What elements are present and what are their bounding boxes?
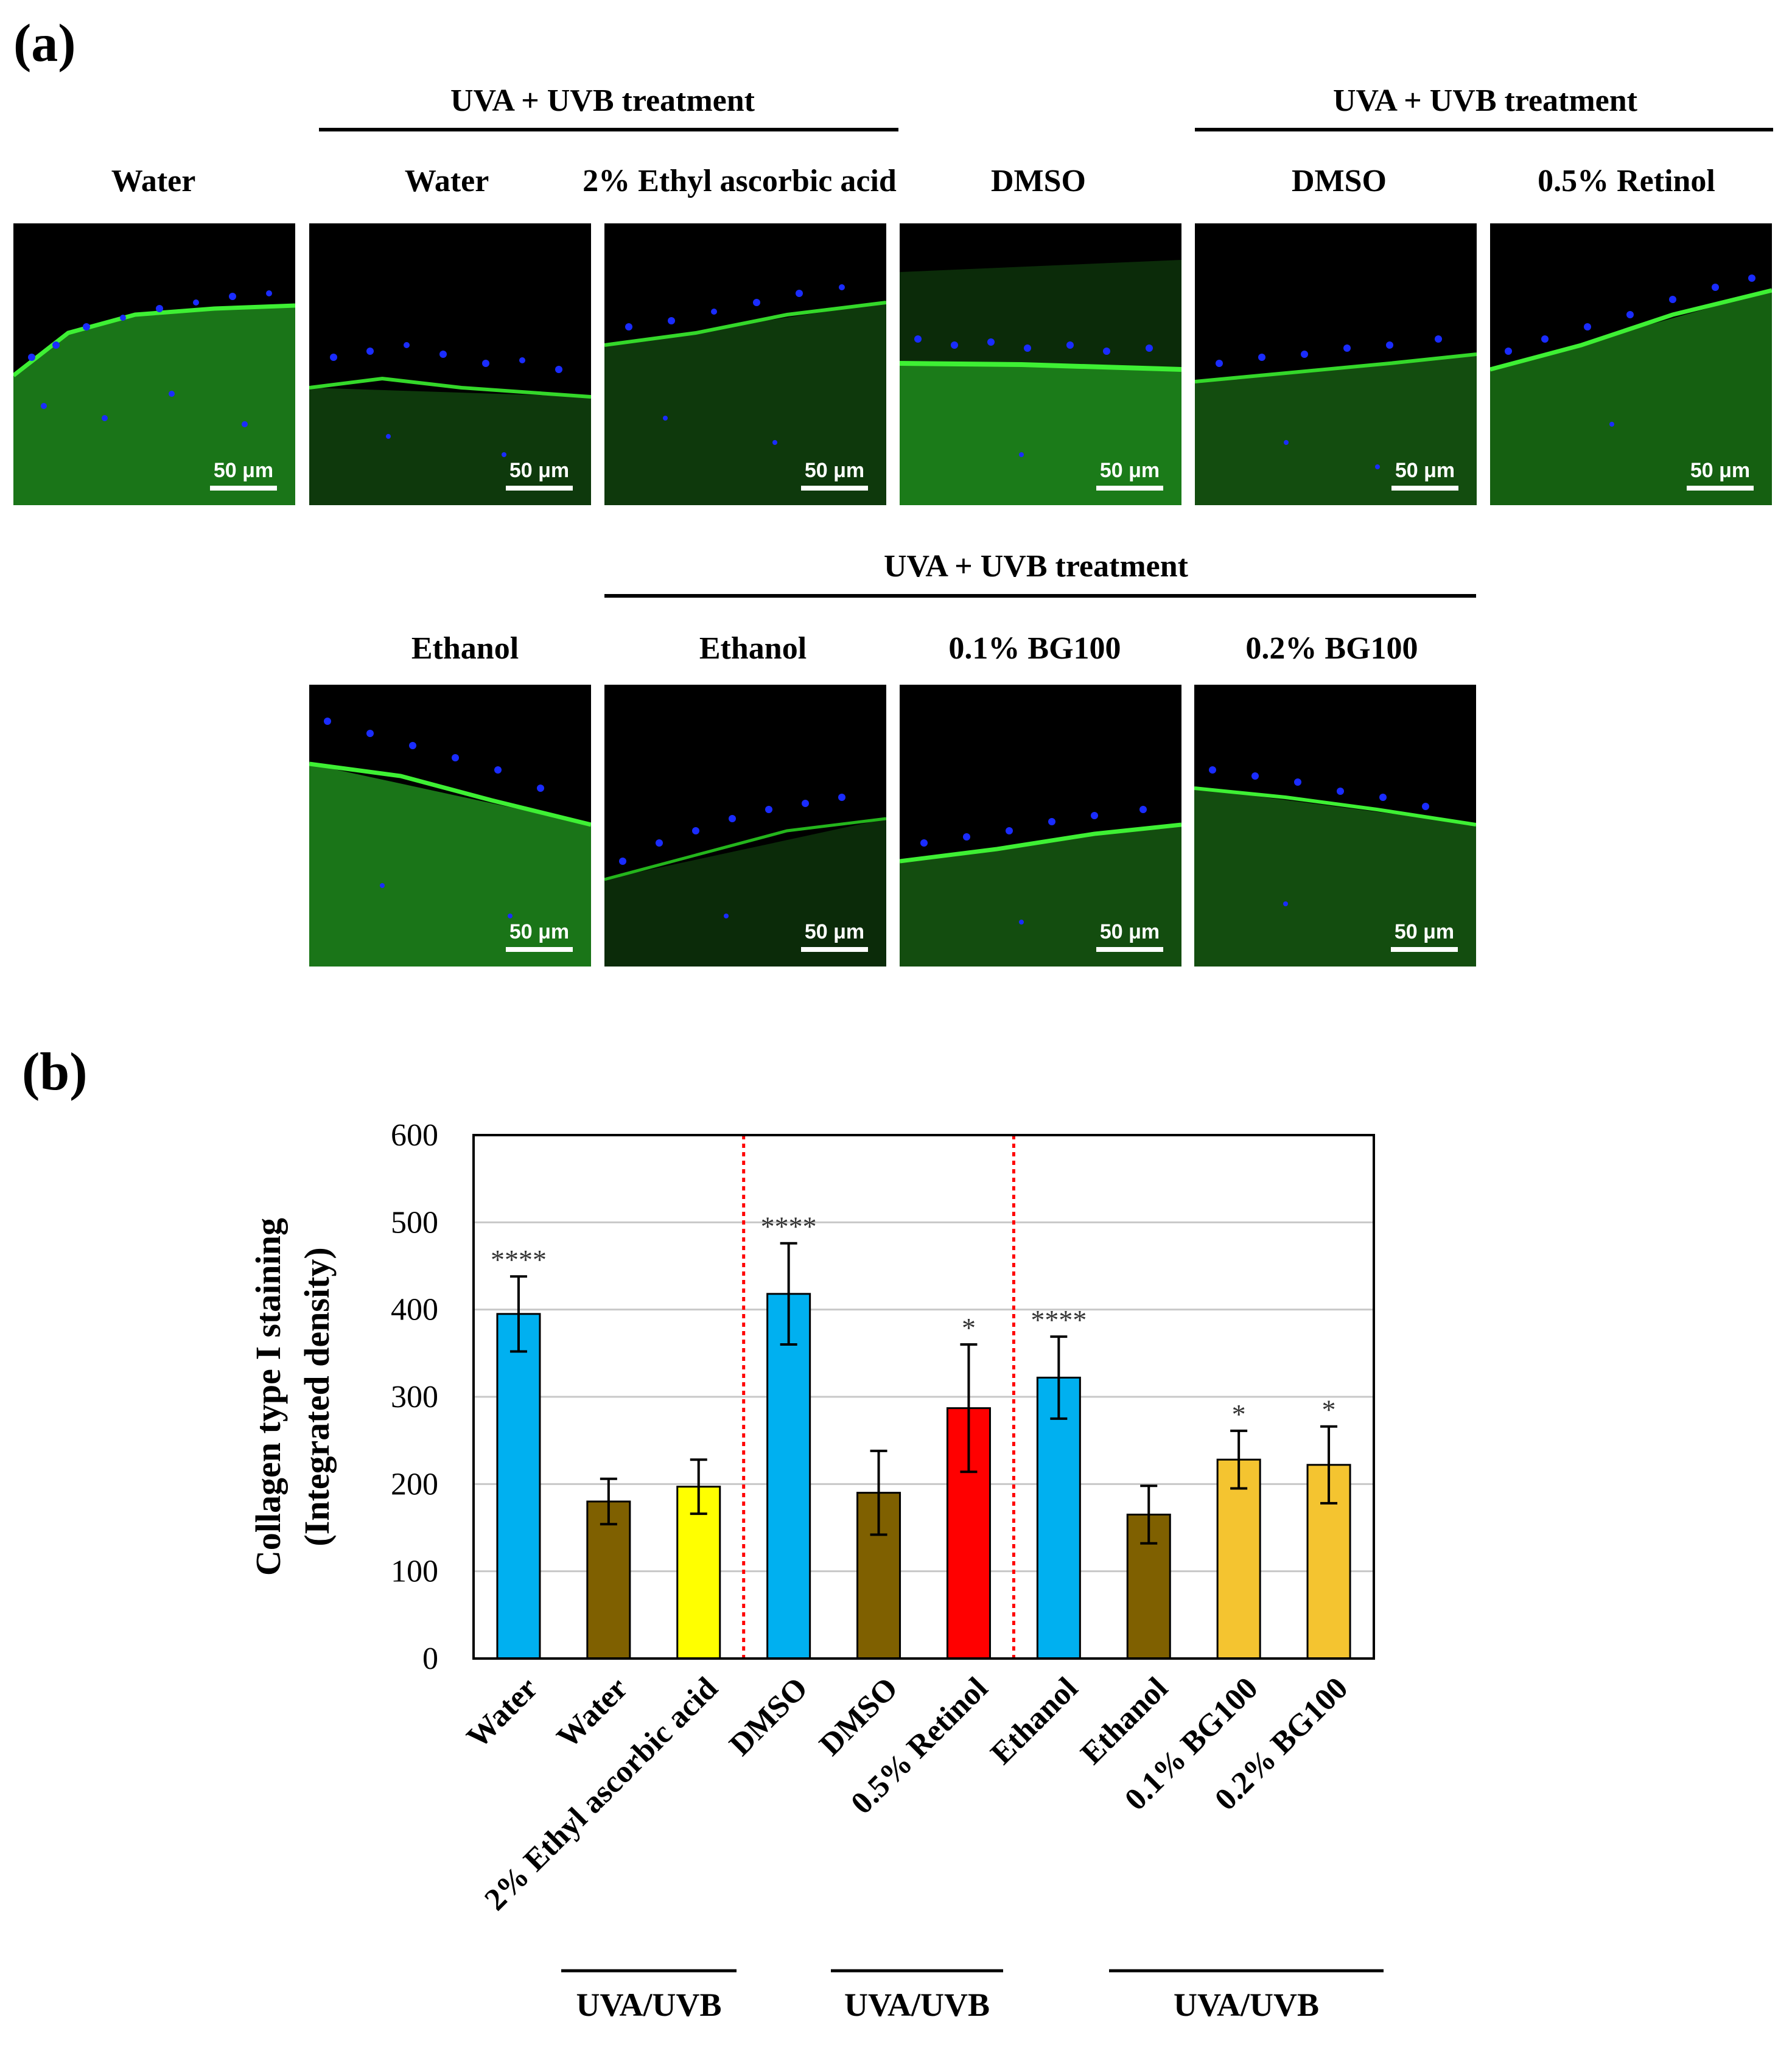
image-title-ethyl-ascorbic-acid: 2% Ethyl ascorbic acid: [583, 164, 897, 198]
bar: [1036, 1376, 1081, 1660]
scale-label: 50 μm: [1394, 920, 1455, 943]
uv-group-label: UVA/UVB: [844, 1987, 990, 2023]
significance-mark: *: [1232, 1399, 1246, 1430]
x-tick-label: DMSO: [723, 1671, 815, 1763]
bar: [676, 1486, 721, 1660]
image-title-dmso-uv: DMSO: [1292, 164, 1387, 198]
x-tick-label: Water: [460, 1671, 544, 1755]
micrograph-dmso-control: 50 μm: [900, 223, 1181, 505]
y-tick-label: 300: [391, 1380, 438, 1414]
uv-group-label: UVA/UVB: [1174, 1987, 1319, 2023]
significance-mark: *: [962, 1312, 976, 1343]
scale-label: 50 μm: [804, 920, 865, 943]
y-tick-label: 0: [422, 1641, 438, 1676]
y-axis-label-units: (Integrated density): [297, 1247, 337, 1546]
bar: [766, 1293, 811, 1660]
y-tick-label: 400: [391, 1293, 438, 1327]
uv-treatment-header-2: UVA + UVB treatment: [1333, 83, 1637, 118]
micrograph-water-control: 50 μm: [13, 223, 295, 505]
x-tick-label: Ethanol: [984, 1671, 1085, 1771]
x-tick-label: Water: [550, 1671, 634, 1755]
y-axis-label: Collagen type I staining: [248, 1218, 288, 1576]
scale-label: 50 μm: [1690, 459, 1751, 482]
y-tick-label: 200: [391, 1467, 438, 1501]
uv-treatment-header-3: UVA + UVB treatment: [884, 549, 1188, 584]
significance-mark: ****: [761, 1211, 817, 1242]
uv-treatment-line-2: [1195, 128, 1773, 131]
micrograph-ethanol-control: 50 μm: [309, 685, 591, 967]
micrograph-ethyl-ascorbic-acid: 50 μm: [604, 223, 886, 505]
image-title-water-control: Water: [111, 164, 196, 198]
bar: [586, 1500, 631, 1660]
uv-group-label: UVA/UVB: [576, 1987, 721, 2023]
plot-frame: [472, 1134, 1375, 1660]
y-tick-label: 100: [391, 1554, 438, 1589]
scale-label: 50 μm: [1395, 459, 1455, 482]
x-tick-label: DMSO: [813, 1671, 905, 1763]
image-title-dmso-control: DMSO: [991, 164, 1086, 198]
scale-label: 50 μm: [213, 459, 274, 482]
uv-treatment-line-3: [604, 594, 1476, 598]
micrograph-bg100-01: 50 μm: [900, 685, 1181, 967]
significance-mark: ****: [491, 1244, 547, 1275]
panel-b-label: (b): [22, 1043, 88, 1102]
image-title-bg100-01: 0.1% BG100: [948, 631, 1121, 666]
image-title-bg100-02: 0.2% BG100: [1245, 631, 1418, 666]
uv-treatment-line-1: [319, 128, 898, 131]
scale-label: 50 μm: [509, 920, 570, 943]
y-tick-label: 500: [391, 1205, 438, 1240]
image-title-ethanol-uv: Ethanol: [699, 631, 807, 666]
significance-mark: *: [1322, 1394, 1336, 1425]
bar: [1216, 1458, 1261, 1660]
uv-treatment-header-1: UVA + UVB treatment: [450, 83, 755, 118]
micrograph-dmso-uv: 50 μm: [1195, 223, 1477, 505]
significance-mark: ****: [1031, 1304, 1087, 1335]
micrograph-bg100-02: 50 μm: [1194, 685, 1476, 967]
image-title-retinol: 0.5% Retinol: [1538, 164, 1715, 198]
panel-a-label: (a): [13, 14, 76, 73]
scale-label: 50 μm: [1099, 920, 1160, 943]
image-title-ethanol-control: Ethanol: [411, 631, 519, 666]
micrograph-water-uv: 50 μm: [309, 223, 591, 505]
micrograph-ethanol-uv: 50 μm: [604, 685, 886, 967]
bar: [496, 1313, 541, 1660]
y-tick-label: 600: [391, 1118, 438, 1153]
scale-label: 50 μm: [804, 459, 865, 482]
scale-label: 50 μm: [1099, 459, 1160, 482]
micrograph-retinol: 50 μm: [1490, 223, 1772, 505]
scale-label: 50 μm: [509, 459, 570, 482]
image-title-water-uv: Water: [404, 164, 489, 198]
